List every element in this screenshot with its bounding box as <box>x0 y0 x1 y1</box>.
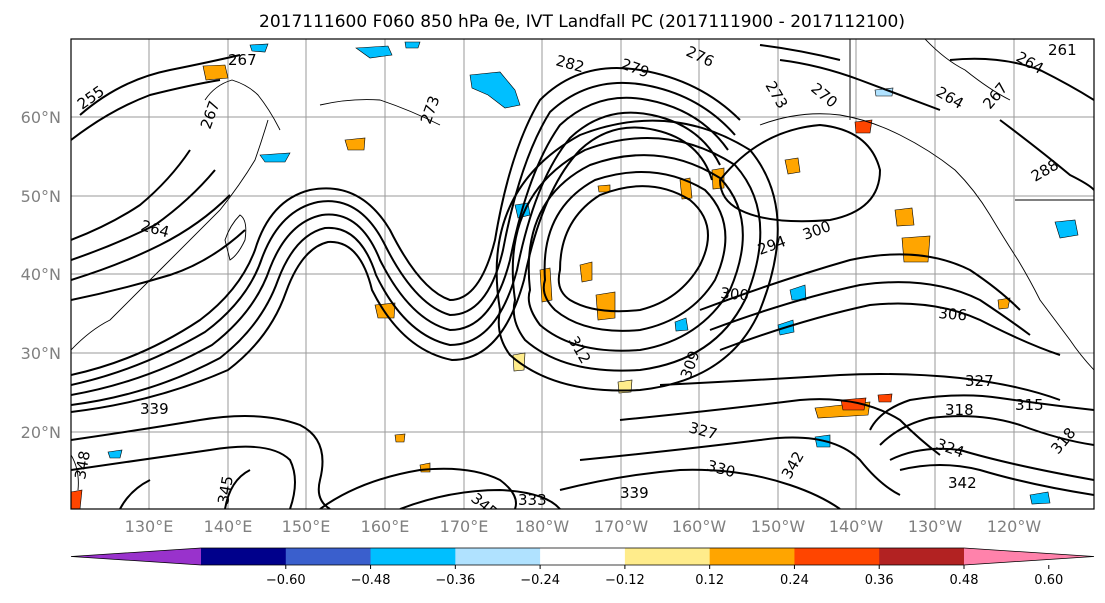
lon-label: 140°W <box>829 517 884 536</box>
lon-label: 170°E <box>440 517 489 536</box>
contour-label: 342 <box>948 474 977 492</box>
lon-label: 150°E <box>282 517 331 536</box>
colorbar-extend-low <box>71 548 201 565</box>
contour-label: 348 <box>71 449 94 480</box>
lat-label: 40°N <box>21 265 61 284</box>
lon-label: 130°W <box>908 517 963 536</box>
colorbar-tick-label: 0.24 <box>780 573 809 588</box>
colorbar-segment <box>879 548 965 565</box>
colorbar-tick-label: −0.36 <box>435 573 475 588</box>
colorbar-segment <box>201 548 287 565</box>
map-frame <box>70 38 1095 510</box>
lat-label: 30°N <box>21 344 61 363</box>
colorbar-segment <box>624 548 711 565</box>
colorbar-tick-label: −0.48 <box>351 573 391 588</box>
colorbar-tick-label: −0.60 <box>266 573 306 588</box>
contour-label: 339 <box>620 484 649 502</box>
contour-label: 261 <box>1048 41 1077 59</box>
colorbar: −0.60 −0.48 −0.36 −0.24 −0.12 0.12 0.24 0.36 0.4… <box>70 547 1095 588</box>
contour-label: 267 <box>228 51 257 69</box>
lon-label: 120°W <box>987 517 1042 536</box>
colorbar-tick-label: 0.36 <box>865 573 894 588</box>
lat-label: 20°N <box>21 423 61 442</box>
contour-label: 339 <box>140 400 169 418</box>
lon-label: 160°W <box>672 517 727 536</box>
lat-label: 60°N <box>21 108 61 127</box>
lon-label: 160°E <box>361 517 410 536</box>
lat-label: 50°N <box>21 187 61 206</box>
ivt-shading <box>71 41 1079 509</box>
colorbar-extend-high <box>964 548 1094 565</box>
lon-label: 130°E <box>125 517 174 536</box>
theta-e-contours <box>71 44 1094 509</box>
colorbar-tick-label: 0.12 <box>695 573 724 588</box>
colorbar-outline <box>70 547 1095 566</box>
lon-label: 140°E <box>204 517 253 536</box>
contour-label: 318 <box>945 401 974 419</box>
contour-label: 315 <box>1015 396 1044 414</box>
colorbar-segment <box>455 548 541 565</box>
colorbar-tick-label: 0.60 <box>1034 573 1063 588</box>
map-panel: 267 255 264 267 273 282 279 276 273 270 … <box>70 38 1095 510</box>
latitude-labels: 60°N 50°N 40°N 30°N 20°N <box>21 108 61 442</box>
colorbar-segment <box>794 548 880 565</box>
lon-label: 150°W <box>751 517 806 536</box>
contour-label: 333 <box>518 491 547 509</box>
lon-label: 170°W <box>594 517 649 536</box>
colorbar-tick-label: −0.12 <box>605 573 645 588</box>
colorbar-segment <box>370 548 456 565</box>
longitude-labels: 130°E 140°E 150°E 160°E 170°E 180°W 170°… <box>125 517 1042 536</box>
contour-label: 345 <box>214 474 237 505</box>
contour-label: 300 <box>720 284 750 304</box>
coastlines <box>71 39 1094 491</box>
colorbar-segment <box>709 548 795 565</box>
contour-label: 306 <box>938 304 968 324</box>
figure-title: 2017111600 F060 850 hPa θe, IVT Landfall… <box>259 12 905 32</box>
contour-label: 327 <box>965 372 994 390</box>
colorbar-tick-label: 0.48 <box>950 573 979 588</box>
colorbar-segment <box>285 548 372 565</box>
lon-label: 180°W <box>515 517 570 536</box>
colorbar-tick-label: −0.24 <box>520 573 560 588</box>
colorbar-segment <box>540 548 626 565</box>
